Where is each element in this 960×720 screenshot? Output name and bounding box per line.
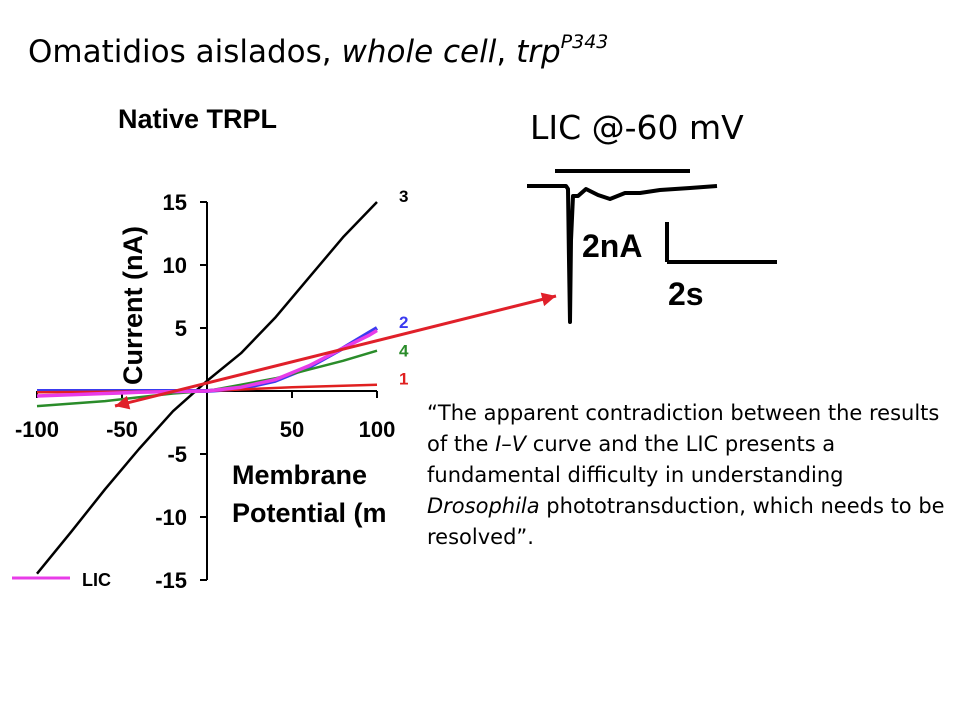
arrow-shaft (114, 294, 557, 408)
x-axis-label-line1: Membrane (232, 460, 367, 490)
y-tick-label: -5 (167, 442, 187, 467)
x-axis-label-line2: Potential (m (232, 498, 387, 528)
x-tick-label: 100 (359, 417, 396, 442)
chart-title: Native TRPL (118, 104, 277, 134)
quote-close-mark: ”. (516, 525, 534, 549)
slide-title: Omatidios aislados, whole cell, trpP343 (28, 31, 609, 70)
quote-part2: curve and the LIC presents a fundamental… (427, 432, 844, 487)
x-tick-label: -50 (106, 417, 138, 442)
y-tick-label: 5 (175, 316, 187, 341)
y-tick-label: 15 (163, 190, 187, 215)
quote-part1: The apparent contradiction between the r… (427, 401, 940, 456)
title-italic-whole-cell: whole cell (341, 34, 497, 70)
title-plain: Omatidios aislados, (28, 34, 342, 70)
x-tick-label: -100 (15, 417, 59, 442)
y-axis-label: Current (nA) (118, 226, 148, 385)
series-label-1: 1 (399, 370, 408, 389)
lic-label: LIC @-60 mV (530, 108, 744, 147)
title-italic-trp: trp (516, 34, 561, 70)
chart-series (36, 201, 379, 575)
quote-text: “The apparent contradiction between the … (427, 398, 947, 553)
legend-lic-label: LIC (82, 570, 111, 590)
x-tick-label: 50 (280, 417, 304, 442)
quote-iv-italic: I–V (495, 432, 527, 456)
series-label-2: 2 (399, 313, 408, 332)
scale-current-label: 2nA (582, 228, 642, 264)
title-separator: , (496, 34, 517, 70)
arrow-head-left (115, 395, 131, 410)
quote-part3: phototransduction, which needs to be res… (427, 494, 945, 549)
lic-current-trace (527, 184, 718, 324)
series-line-lic (36, 328, 378, 398)
chart-labels: 3 2 4 1 (399, 187, 409, 389)
series-label-3: 3 (399, 187, 408, 206)
scale-time-label: 2s (668, 276, 704, 312)
arrow-head-right (540, 292, 556, 307)
quote-open-mark: “ (427, 401, 438, 425)
series-line-3 (36, 201, 378, 575)
title-superscript: P343 (560, 31, 609, 53)
series-label-4: 4 (399, 342, 409, 361)
y-tick-label: 10 (163, 253, 187, 278)
y-tick-label: -10 (155, 505, 187, 530)
quote-drosophila-italic: Drosophila (427, 494, 540, 518)
red-double-arrow (114, 292, 557, 410)
y-tick-label: -15 (155, 568, 187, 593)
